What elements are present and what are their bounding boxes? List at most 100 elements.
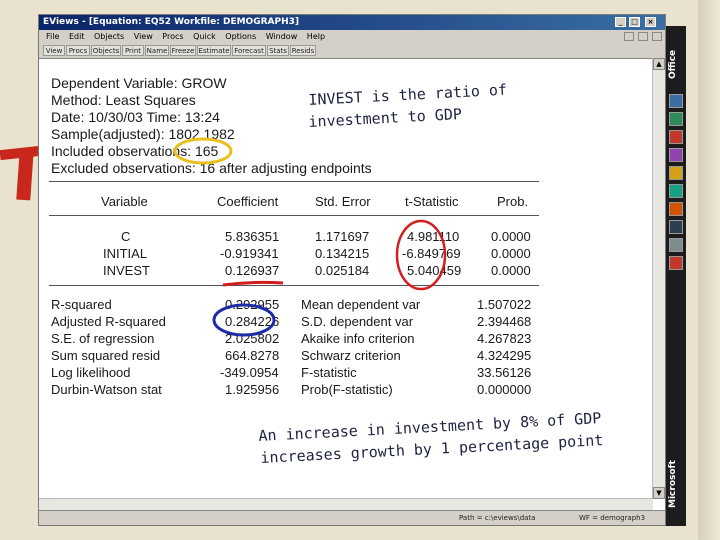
toolbar-view-button[interactable]: View <box>43 45 65 56</box>
stat-right-label: Akaike info criterion <box>301 331 415 346</box>
menu-help[interactable]: Help <box>306 32 326 41</box>
status-bar: Path = c:\eviews\data WF = demograph3 <box>39 510 665 525</box>
col-header-prob: Prob. <box>497 194 529 209</box>
stat-right-label: S.D. dependent var <box>301 314 414 329</box>
sample-range: Sample(adjusted): 1802 1982 <box>51 126 235 142</box>
office-shortcut-icon[interactable] <box>669 256 683 270</box>
table-rule-top <box>49 181 539 182</box>
menu-bar: File Edit Objects View Procs Quick Optio… <box>39 30 665 44</box>
office-label: Office <box>668 49 678 79</box>
stat-right-label: Prob(F-statistic) <box>301 382 393 397</box>
toolbar-procs-button[interactable]: Procs <box>66 45 90 56</box>
excluded-observations: Excluded observations: 16 after adjustin… <box>51 160 372 176</box>
child-restore-icon[interactable] <box>638 32 648 41</box>
close-icon[interactable]: × <box>645 17 656 27</box>
status-workfile: WF = demograph3 <box>579 514 646 522</box>
equation-toolbar: View Procs Objects Print Name Freeze Est… <box>39 44 665 59</box>
coef-row-variable: INITIAL <box>103 246 148 261</box>
toolbar-resids-button[interactable]: Resids <box>290 45 316 56</box>
office-shortcut-bar: Office Microsoft <box>666 26 686 526</box>
adj-r-squared-circle <box>212 303 276 337</box>
coef-row-coefficient: -0.919341 <box>220 246 279 261</box>
office-excel-icon[interactable] <box>669 112 683 126</box>
window-title: EViews - [Equation: EQ52 Workfile: DEMOG… <box>43 17 299 27</box>
stat-left-value: -349.0954 <box>220 365 279 380</box>
horizontal-scrollbar[interactable] <box>39 498 653 511</box>
stat-left-label: Log likelihood <box>51 365 131 380</box>
coef-row-t-stat: 4.981110 <box>407 229 460 244</box>
col-header-t-statistic: t-Statistic <box>405 194 459 209</box>
coef-row-variable: INVEST <box>103 263 150 278</box>
stat-left-label: Sum squared resid <box>51 348 161 363</box>
office-powerpoint-icon[interactable] <box>669 130 683 144</box>
stat-left-label: R-squared <box>51 297 112 312</box>
menu-quick[interactable]: Quick <box>193 32 216 41</box>
status-path: Path = c:\eviews\data <box>459 514 536 522</box>
eviews-window: EViews - [Equation: EQ52 Workfile: DEMOG… <box>38 14 666 526</box>
stat-right-value: 4.267823 <box>477 331 532 346</box>
toolbar-estimate-button[interactable]: Estimate <box>197 45 231 56</box>
office-photo-icon[interactable] <box>669 238 683 252</box>
menu-procs[interactable]: Procs <box>162 32 184 41</box>
toolbar-freeze-button[interactable]: Freeze <box>170 45 196 56</box>
child-close-icon[interactable] <box>652 32 662 41</box>
stat-left-value: 664.8278 <box>225 348 280 363</box>
scroll-up-icon[interactable]: ▲ <box>653 58 665 70</box>
coef-row-prob: 0.0000 <box>491 229 531 244</box>
office-frontpage-icon[interactable] <box>669 220 683 234</box>
menu-objects[interactable]: Objects <box>93 32 125 41</box>
menu-edit[interactable]: Edit <box>68 32 85 41</box>
menu-options[interactable]: Options <box>225 32 257 41</box>
table-rule-header <box>49 215 539 216</box>
vertical-scrollbar[interactable]: ▲ ▼ <box>652 58 665 499</box>
invest-underline <box>222 280 284 287</box>
coef-row-coefficient: 5.836351 <box>225 229 280 244</box>
toolbar-stats-button[interactable]: Stats <box>267 45 289 56</box>
menu-file[interactable]: File <box>46 32 60 41</box>
minimize-icon[interactable]: _ <box>615 17 626 27</box>
stat-left-value: 1.925956 <box>225 382 280 397</box>
stat-left-label: Adjusted R-squared <box>51 314 166 329</box>
toolbar-objects-button[interactable]: Objects <box>91 45 121 56</box>
office-publisher-icon[interactable] <box>669 184 683 198</box>
stat-right-value: 2.394468 <box>477 314 532 329</box>
col-header-std-error: Std. Error <box>315 194 371 209</box>
stat-right-value: 4.324295 <box>477 348 532 363</box>
stat-right-label: F-statistic <box>301 365 357 380</box>
office-outlook-icon[interactable] <box>669 166 683 180</box>
child-minimize-icon[interactable] <box>624 32 634 41</box>
toolbar-name-button[interactable]: Name <box>145 45 169 56</box>
highlight-marks <box>173 137 447 337</box>
toolbar-forecast-button[interactable]: Forecast <box>232 45 266 56</box>
coef-row-t-stat: 5.040459 <box>407 263 462 278</box>
scroll-down-icon[interactable]: ▼ <box>653 487 665 499</box>
stat-left-label: S.E. of regression <box>51 331 155 346</box>
coef-row-std-error: 0.025184 <box>315 263 370 278</box>
coef-row-std-error: 0.134215 <box>315 246 370 261</box>
office-binder-icon[interactable] <box>669 202 683 216</box>
paper-background-edge <box>698 0 720 540</box>
coef-row-std-error: 1.171697 <box>315 229 370 244</box>
stat-right-value: 33.56126 <box>477 365 532 380</box>
maximize-icon[interactable]: □ <box>629 17 640 27</box>
toolbar-print-button[interactable]: Print <box>122 45 144 56</box>
stat-right-label: Mean dependent var <box>301 297 421 312</box>
col-header-variable: Variable <box>101 194 148 209</box>
stat-right-value: 0.000000 <box>477 382 532 397</box>
observations-circle <box>173 137 233 165</box>
menu-window[interactable]: Window <box>265 32 298 41</box>
coef-row-variable: C <box>121 229 131 244</box>
microsoft-label: Microsoft <box>668 460 678 508</box>
menu-view[interactable]: View <box>133 32 153 41</box>
window-titlebar[interactable]: EViews - [Equation: EQ52 Workfile: DEMOG… <box>39 15 665 30</box>
coef-row-coefficient: 0.126937 <box>225 263 280 278</box>
office-access-icon[interactable] <box>669 148 683 162</box>
stat-right-label: Schwarz criterion <box>301 348 401 363</box>
coef-row-prob: 0.0000 <box>491 263 531 278</box>
office-word-icon[interactable] <box>669 94 683 108</box>
table-rule-middle <box>49 285 539 286</box>
estimation-method: Method: Least Squares <box>51 92 196 108</box>
stat-left-value: 0.284226 <box>225 314 280 329</box>
coef-row-prob: 0.0000 <box>491 246 531 261</box>
slide-red-accent-vertical <box>16 149 34 201</box>
